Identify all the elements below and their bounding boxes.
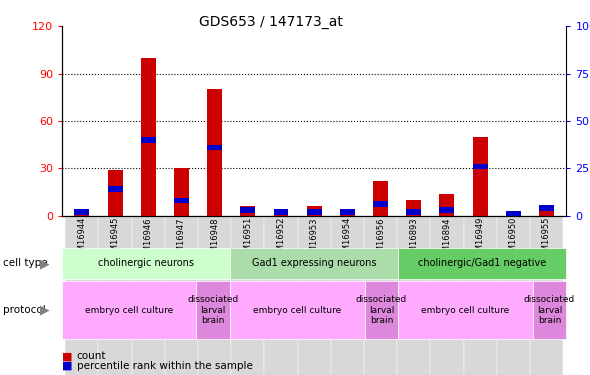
Bar	[307, 209, 322, 214]
Bar	[240, 206, 255, 216]
Bar	[240, 207, 255, 213]
Bar	[74, 209, 89, 214]
Bar	[196, 281, 230, 339]
Bar	[132, 216, 165, 375]
Bar	[274, 209, 289, 214]
Bar	[464, 216, 497, 375]
Bar	[231, 216, 264, 375]
Bar	[307, 206, 322, 216]
Bar	[440, 207, 454, 213]
Bar	[397, 216, 430, 375]
Text: cholinergic neurons: cholinergic neurons	[98, 258, 194, 268]
Bar	[373, 181, 388, 216]
Bar	[398, 281, 533, 339]
Bar	[506, 211, 521, 217]
Bar	[365, 281, 398, 339]
Bar	[107, 186, 123, 192]
Bar	[533, 281, 566, 339]
Bar	[473, 137, 487, 216]
Text: percentile rank within the sample: percentile rank within the sample	[77, 361, 253, 370]
Bar	[497, 216, 530, 375]
Bar	[340, 209, 355, 216]
Bar	[230, 281, 365, 339]
Text: embryo cell culture: embryo cell culture	[85, 306, 173, 315]
Bar	[407, 209, 421, 214]
Bar	[165, 216, 198, 375]
Bar	[174, 198, 189, 203]
Bar	[174, 168, 189, 216]
Text: cholinergic/Gad1 negative: cholinergic/Gad1 negative	[418, 258, 546, 268]
Bar	[141, 58, 156, 216]
Text: ■: ■	[62, 361, 76, 370]
Bar	[297, 216, 331, 375]
Text: embryo cell culture: embryo cell culture	[253, 306, 342, 315]
Text: dissociated
larval
brain: dissociated larval brain	[188, 296, 239, 325]
Bar	[373, 201, 388, 207]
Text: ■: ■	[62, 351, 76, 361]
Text: ▶: ▶	[40, 304, 50, 317]
Bar	[539, 205, 554, 211]
Text: GDS653 / 147173_at: GDS653 / 147173_at	[199, 15, 343, 29]
Bar	[473, 164, 487, 169]
Text: dissociated
larval
brain: dissociated larval brain	[356, 296, 407, 325]
Bar	[62, 248, 230, 279]
Bar	[264, 216, 297, 375]
Bar	[65, 216, 99, 375]
Bar	[506, 213, 521, 216]
Bar	[74, 213, 89, 216]
Text: protocol: protocol	[3, 305, 45, 315]
Bar	[407, 200, 421, 216]
Bar	[530, 216, 563, 375]
Bar	[340, 209, 355, 214]
Bar	[207, 89, 222, 216]
Bar	[207, 145, 222, 150]
Text: Gad1 expressing neurons: Gad1 expressing neurons	[252, 258, 376, 268]
Bar	[230, 248, 398, 279]
Bar	[99, 216, 132, 375]
Text: cell type: cell type	[3, 258, 48, 268]
Bar	[539, 206, 554, 216]
Bar	[331, 216, 364, 375]
Bar	[141, 137, 156, 143]
Bar	[440, 194, 454, 216]
Text: embryo cell culture: embryo cell culture	[421, 306, 510, 315]
Bar	[107, 170, 123, 216]
Bar	[62, 281, 196, 339]
Bar	[398, 248, 566, 279]
Bar	[274, 209, 289, 216]
Text: dissociated
larval
brain: dissociated larval brain	[524, 296, 575, 325]
Bar	[198, 216, 231, 375]
Bar	[430, 216, 464, 375]
Bar	[364, 216, 397, 375]
Text: ▶: ▶	[40, 257, 50, 270]
Text: count: count	[77, 351, 106, 361]
